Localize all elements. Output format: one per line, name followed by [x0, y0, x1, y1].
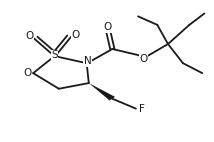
Text: O: O [71, 30, 80, 40]
Text: F: F [139, 104, 145, 114]
Text: O: O [103, 22, 111, 32]
Text: S: S [51, 50, 58, 60]
Polygon shape [89, 83, 115, 101]
Text: O: O [139, 54, 147, 64]
Text: O: O [25, 31, 33, 41]
Text: N: N [84, 56, 92, 66]
Text: O: O [24, 68, 32, 78]
